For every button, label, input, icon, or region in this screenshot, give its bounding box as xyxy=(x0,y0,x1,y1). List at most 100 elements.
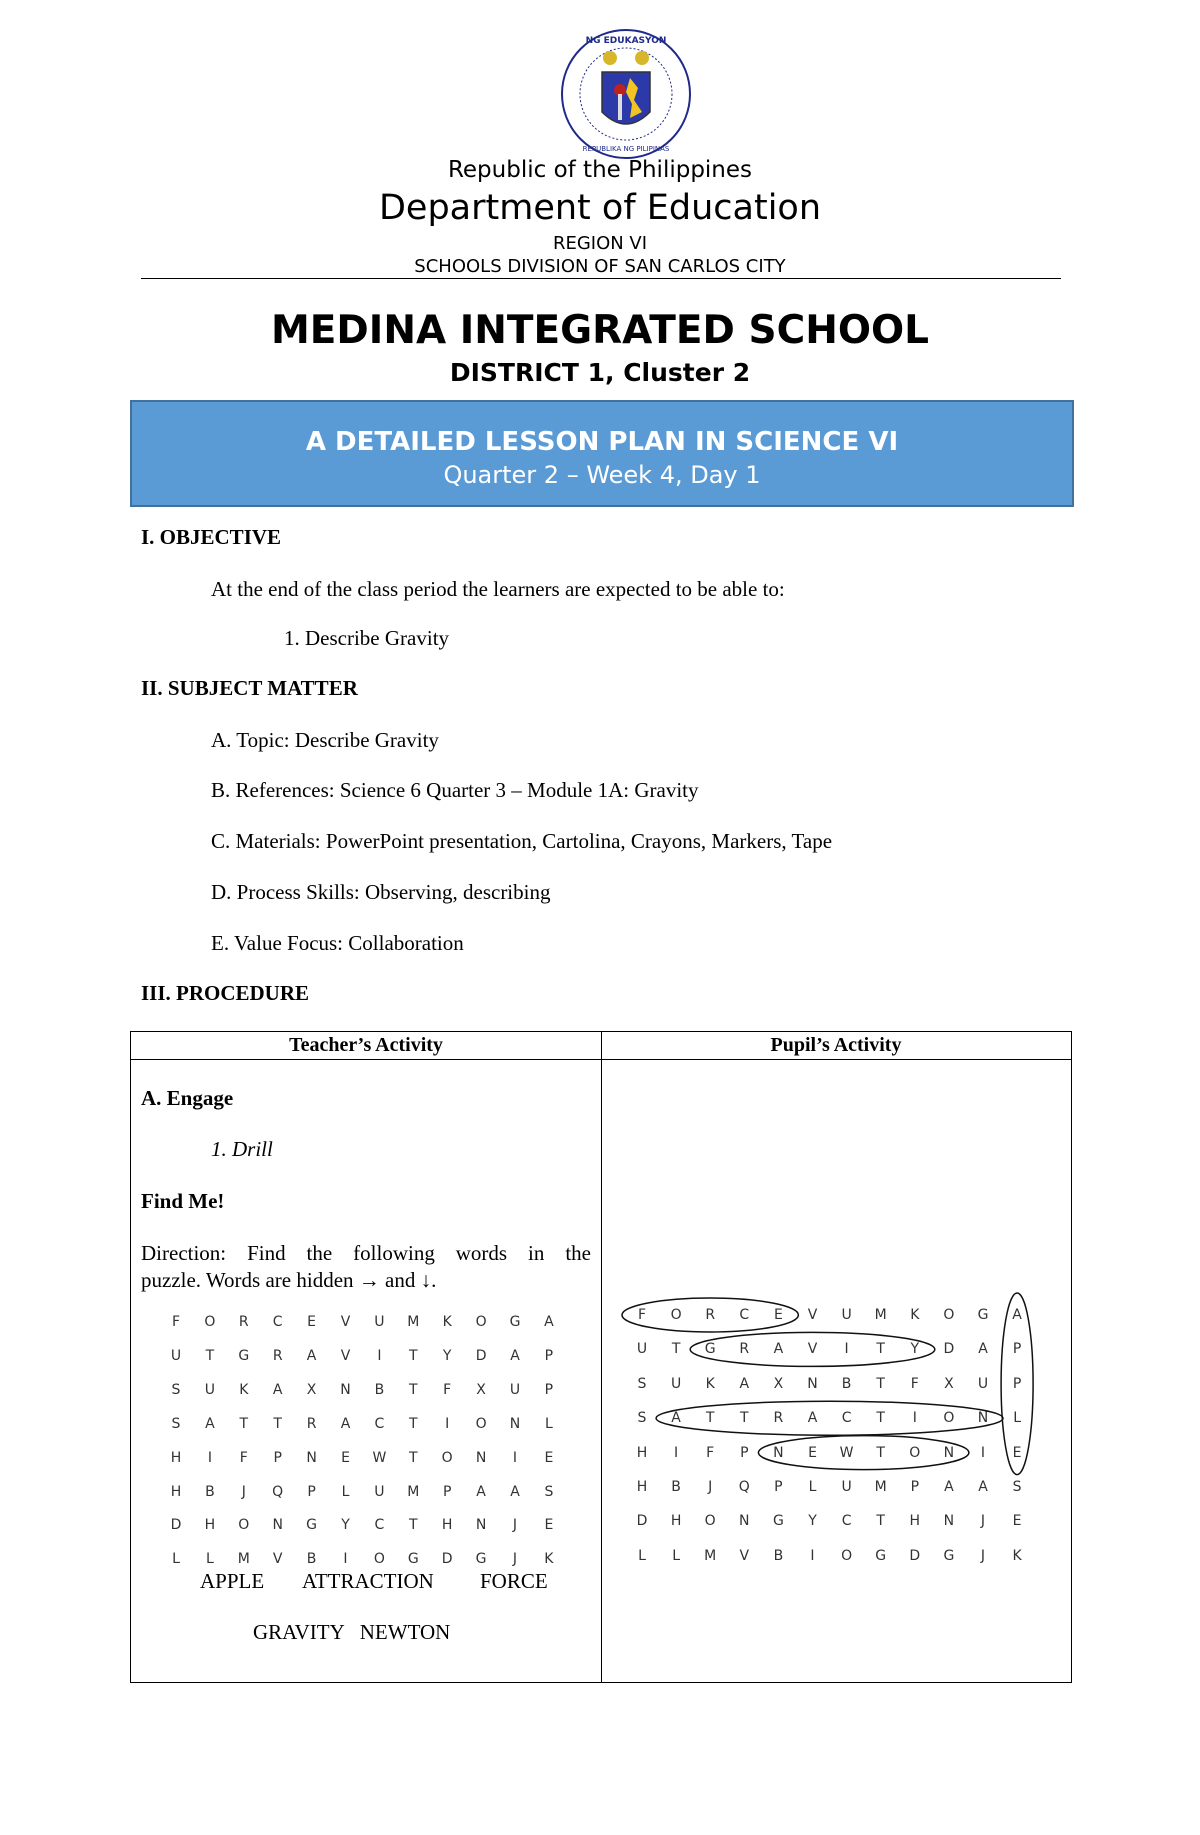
puzzle-letter: R xyxy=(306,1415,317,1432)
republic-label: Republic of the Philippines xyxy=(447,157,753,183)
puzzle-letter: J xyxy=(980,1513,986,1530)
puzzle-letter: H xyxy=(636,1444,648,1461)
puzzle-letter: K xyxy=(910,1307,920,1323)
puzzle-letter: E xyxy=(544,1449,554,1466)
subject-process-skills: D. Process Skills: Observing, describing xyxy=(211,880,551,904)
subject-references: B. References: Science 6 Quarter 3 – Mod… xyxy=(211,778,699,802)
procedure-heading: III. PROCEDURE xyxy=(141,981,310,1005)
puzzle-letter: O xyxy=(373,1551,385,1568)
puzzle-letter: F xyxy=(637,1307,647,1323)
puzzle-letter: U xyxy=(977,1375,989,1392)
objective-heading: I. OBJECTIVE xyxy=(141,525,282,549)
puzzle-letter: M xyxy=(407,1483,420,1500)
puzzle-letter: I xyxy=(844,1341,849,1358)
puzzle-letter: H xyxy=(170,1483,182,1500)
puzzle-letter: A xyxy=(340,1415,351,1432)
puzzle-letter: N xyxy=(773,1444,784,1461)
puzzle-letter: H xyxy=(170,1449,182,1466)
puzzle-letter: W xyxy=(372,1449,387,1466)
puzzle-letter: I xyxy=(207,1449,212,1466)
puzzle-letter: J xyxy=(241,1483,246,1500)
puzzle-letter: E xyxy=(1012,1513,1022,1530)
teacher-activity-header: Teacher’s Activity xyxy=(289,1034,443,1056)
puzzle-letter: G xyxy=(475,1551,487,1568)
puzzle-letter: P xyxy=(544,1381,554,1398)
puzzle-letter: P xyxy=(273,1449,282,1466)
puzzle-letter: N xyxy=(272,1517,283,1534)
puzzle-letter: W xyxy=(839,1444,854,1461)
puzzle-letter: A xyxy=(476,1483,486,1500)
puzzle-letter: L xyxy=(172,1551,180,1568)
puzzle-letter: E xyxy=(544,1517,554,1534)
puzzle-letter: N xyxy=(739,1513,750,1530)
puzzle-letter: C xyxy=(374,1517,385,1534)
puzzle-letter: P xyxy=(774,1479,783,1495)
puzzle-letter: T xyxy=(876,1444,885,1461)
puzzle-letter: G xyxy=(875,1547,887,1564)
subject-matter-heading: II. SUBJECT MATTER xyxy=(141,676,358,700)
puzzle-letter: M xyxy=(874,1479,887,1495)
puzzle-letter: B xyxy=(306,1551,317,1568)
puzzle-letter: N xyxy=(807,1375,818,1392)
puzzle-letter: A xyxy=(306,1347,317,1364)
puzzle-letter: V xyxy=(739,1547,750,1564)
puzzle-letter: T xyxy=(409,1347,418,1364)
puzzle-letter: K xyxy=(442,1314,452,1330)
puzzle-letter: D xyxy=(909,1547,921,1564)
puzzle-letter: L xyxy=(672,1547,680,1564)
puzzle-letter: G xyxy=(704,1341,716,1358)
puzzle-letter: T xyxy=(876,1375,885,1392)
puzzle-letter: T xyxy=(409,1449,418,1466)
puzzle-letter: F xyxy=(443,1381,452,1398)
banner-title: A DETAILED LESSON PLAN IN SCIENCE VI xyxy=(305,427,899,457)
school-name: MEDINA INTEGRATED SCHOOL xyxy=(270,308,930,353)
puzzle-letter: S xyxy=(637,1375,647,1392)
puzzle-letter: P xyxy=(307,1483,316,1500)
puzzle-letter: I xyxy=(377,1347,382,1364)
puzzle-letter: E xyxy=(1012,1444,1022,1461)
direction-line-2: puzzle. Words are hidden → and ↓. xyxy=(141,1268,437,1292)
engage-heading: A. Engage xyxy=(141,1086,234,1110)
puzzle-letter: B xyxy=(773,1547,784,1564)
puzzle-letter: S xyxy=(1012,1479,1022,1495)
puzzle-letter: Q xyxy=(272,1483,284,1500)
puzzle-letter: I xyxy=(674,1444,679,1461)
region-label: REGION VI xyxy=(552,233,648,254)
puzzle-letter: V xyxy=(807,1341,818,1358)
puzzle-letter: B xyxy=(374,1381,385,1398)
puzzle-letter: T xyxy=(740,1410,749,1427)
puzzle-letter: F xyxy=(910,1375,919,1392)
header-divider xyxy=(141,278,1061,279)
puzzle-letter: F xyxy=(171,1314,181,1330)
puzzle-letter: P xyxy=(544,1347,554,1364)
puzzle-letter: G xyxy=(407,1551,419,1568)
puzzle-letter: N xyxy=(475,1449,487,1466)
puzzle-letter: U xyxy=(670,1375,682,1392)
puzzle-letter: N xyxy=(977,1410,989,1427)
puzzle-letter: T xyxy=(671,1341,681,1358)
puzzle-letter: O xyxy=(204,1314,216,1330)
puzzle-letter: P xyxy=(442,1483,452,1500)
puzzle-letter: G xyxy=(977,1307,989,1323)
puzzle-letter: L xyxy=(341,1483,350,1500)
puzzle-letter: H xyxy=(909,1513,921,1530)
puzzle-letter: O xyxy=(909,1444,921,1461)
puzzle-letter: K xyxy=(705,1375,715,1392)
puzzle-letter: P xyxy=(910,1479,920,1495)
words-gravity-newton: GRAVITY NEWTON xyxy=(253,1620,451,1644)
puzzle-letter: R xyxy=(739,1341,750,1358)
puzzle-letter: X xyxy=(773,1375,784,1392)
puzzle-letter: A xyxy=(272,1381,283,1398)
puzzle-letter: N xyxy=(509,1415,521,1432)
word-force: FORCE xyxy=(480,1569,548,1593)
find-me-title: Find Me! xyxy=(141,1189,225,1213)
puzzle-letter: X xyxy=(944,1375,954,1392)
puzzle-letter: T xyxy=(409,1381,418,1398)
puzzle-letter: D xyxy=(943,1341,955,1358)
puzzle-letter: J xyxy=(708,1479,713,1495)
puzzle-letter: I xyxy=(810,1547,815,1564)
word-attraction: ATTRACTION xyxy=(302,1569,434,1593)
puzzle-letter: R xyxy=(773,1410,784,1427)
puzzle-letter: V xyxy=(807,1307,818,1323)
puzzle-letter: A xyxy=(510,1483,520,1500)
